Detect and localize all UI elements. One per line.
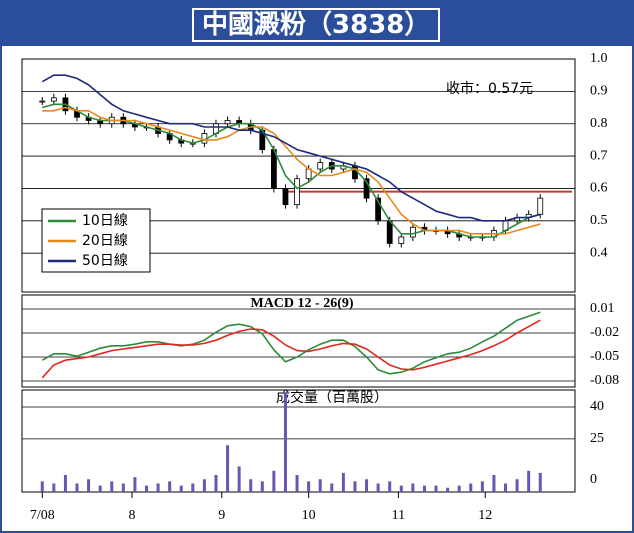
volume-bar (515, 479, 519, 492)
volume-bar (434, 485, 438, 492)
moving-average-line (41, 74, 541, 222)
y-tick-label: 0.4 (590, 245, 608, 260)
volume-bar (399, 485, 403, 492)
y-tick-label: 0.6 (590, 181, 608, 196)
volume-bar (330, 483, 334, 492)
volume-bar (307, 481, 311, 492)
y-tick-label: 40 (590, 399, 604, 414)
x-tick-label: 12 (478, 508, 492, 523)
volume-bar (353, 481, 357, 492)
panel-title: 成交量（百萬股） (276, 389, 388, 406)
volume-bar (527, 470, 531, 492)
legend-label: 20日線 (82, 233, 128, 249)
y-tick-label: 0.7 (590, 148, 608, 163)
volume-bar (422, 485, 426, 492)
volume-bar (237, 466, 241, 492)
volume-bar (376, 483, 380, 492)
volume-bar (179, 485, 183, 492)
volume-bar (144, 485, 148, 492)
candle (398, 236, 405, 244)
volume-bar (121, 483, 125, 492)
y-tick-label: -0.02 (590, 325, 619, 340)
x-tick-label: 10 (302, 508, 316, 523)
candle (409, 226, 416, 238)
volume-bar (295, 475, 299, 492)
x-tick-label: 9 (218, 508, 225, 523)
volume-bar (202, 479, 206, 492)
volume-bar (226, 445, 230, 492)
macd-line (41, 319, 541, 379)
volume-bar (469, 483, 473, 492)
volume-bar (156, 483, 160, 492)
volume-bar (87, 479, 91, 492)
candle (224, 120, 231, 125)
y-tick-label: 0.8 (590, 116, 608, 131)
panel-frame (21, 294, 576, 388)
volume-bar (191, 483, 195, 492)
y-tick-label: 0 (590, 472, 597, 487)
volume-bar (457, 485, 461, 492)
y-tick-label: 0.01 (590, 301, 615, 316)
volume-bar (538, 472, 542, 492)
legend-label: 50日線 (82, 253, 128, 269)
volume-bar (249, 479, 253, 492)
legend-label: 10日線 (82, 213, 128, 229)
candle (537, 197, 544, 215)
moving-average-line (42, 106, 541, 235)
y-tick-label: 1.0 (590, 51, 608, 66)
volume-bar (411, 483, 415, 492)
volume-bar (75, 483, 79, 492)
volume-bar (272, 470, 276, 492)
candle (39, 100, 46, 103)
panel-title: MACD 12 - 26(9) (250, 296, 353, 311)
volume-bar (52, 483, 56, 492)
x-tick-label: 11 (392, 508, 405, 523)
candle (386, 220, 393, 244)
volume-bar (365, 479, 369, 492)
candle (282, 188, 289, 206)
candle (50, 97, 57, 102)
volume-bar (480, 481, 484, 492)
volume-bar (318, 479, 322, 492)
y-tick-label: 0.5 (590, 213, 608, 228)
macd-line (41, 311, 541, 375)
volume-bar (40, 481, 44, 492)
legend: 10日線 20日線 50日線 (41, 208, 151, 273)
y-tick-label: 25 (590, 431, 604, 446)
candle (317, 162, 324, 170)
x-tick-label: 7/08 (30, 508, 55, 523)
candle (375, 197, 382, 222)
volume-bar (388, 481, 392, 492)
volume-bar (283, 392, 287, 492)
volume-bar (110, 481, 114, 492)
volume-bar (133, 477, 137, 492)
y-tick-label: 0.9 (590, 84, 608, 99)
volume-bar (504, 483, 508, 492)
annotation: 收市：0.57元 (446, 80, 533, 97)
volume-bar (98, 485, 102, 492)
volume-bar (63, 475, 67, 492)
y-tick-label: -0.05 (590, 349, 619, 364)
header: 中國澱粉（3838） (2, 2, 632, 46)
y-tick-label: -0.08 (590, 373, 619, 388)
candle (294, 178, 300, 206)
x-tick-label: 8 (129, 508, 136, 523)
volume-bar (168, 481, 172, 492)
candle (363, 178, 370, 199)
volume-bar (341, 472, 345, 492)
volume-bar (214, 475, 218, 492)
volume-bar (492, 475, 496, 492)
volume-bar (446, 487, 450, 492)
volume-bar (260, 481, 264, 492)
chart-title: 中國澱粉（3838） (192, 8, 441, 42)
